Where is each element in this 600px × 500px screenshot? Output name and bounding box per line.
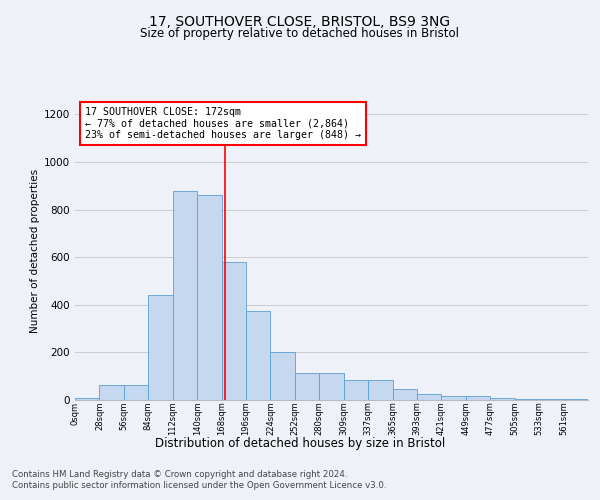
Text: Contains HM Land Registry data © Crown copyright and database right 2024.: Contains HM Land Registry data © Crown c… [12, 470, 347, 479]
Text: 17 SOUTHOVER CLOSE: 172sqm
← 77% of detached houses are smaller (2,864)
23% of s: 17 SOUTHOVER CLOSE: 172sqm ← 77% of deta… [85, 107, 361, 140]
Bar [173, 190, 197, 400]
Bar [100, 384, 124, 400]
Bar [368, 380, 392, 400]
Bar [271, 352, 295, 400]
Bar [563, 399, 588, 400]
Bar [539, 399, 563, 400]
Text: 17, SOUTHOVER CLOSE, BRISTOL, BS9 3NG: 17, SOUTHOVER CLOSE, BRISTOL, BS9 3NG [149, 15, 451, 29]
Bar [246, 310, 271, 400]
Bar [197, 196, 221, 400]
Bar [75, 398, 100, 400]
Bar [515, 399, 539, 400]
Text: Contains public sector information licensed under the Open Government Licence v3: Contains public sector information licen… [12, 481, 386, 490]
Text: Size of property relative to detached houses in Bristol: Size of property relative to detached ho… [140, 28, 460, 40]
Y-axis label: Number of detached properties: Number of detached properties [30, 169, 40, 334]
Bar [124, 384, 148, 400]
Bar [221, 262, 246, 400]
Bar [319, 372, 344, 400]
Bar [148, 296, 173, 400]
Bar [490, 398, 515, 400]
Text: Distribution of detached houses by size in Bristol: Distribution of detached houses by size … [155, 438, 445, 450]
Bar [344, 380, 368, 400]
Bar [442, 396, 466, 400]
Bar [392, 390, 417, 400]
Bar [417, 394, 442, 400]
Bar [295, 372, 319, 400]
Bar [466, 396, 490, 400]
